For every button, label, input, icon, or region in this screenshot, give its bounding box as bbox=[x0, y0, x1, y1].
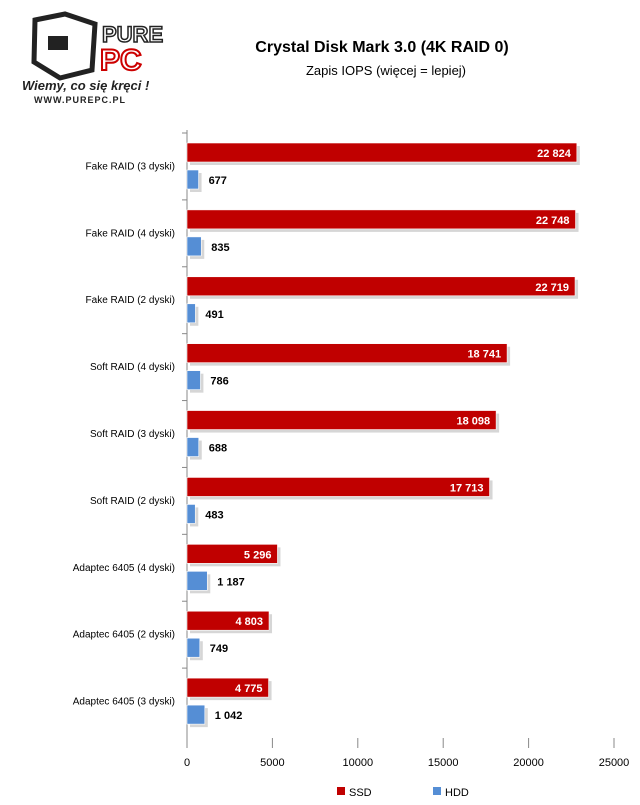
data-label-ssd: 22 824 bbox=[537, 148, 572, 160]
legend-swatch-ssd bbox=[337, 787, 345, 795]
x-tick-label: 10000 bbox=[343, 757, 374, 769]
category-label: Fake RAID (2 dyski) bbox=[86, 295, 175, 306]
chart-subtitle: Zapis IOPS (więcej = lepiej) bbox=[306, 63, 466, 78]
legend-label-ssd: SSD bbox=[349, 787, 372, 799]
category-label: Adaptec 6405 (2 dyski) bbox=[73, 630, 175, 641]
x-tick-label: 20000 bbox=[513, 757, 544, 769]
bar-hdd bbox=[186, 303, 196, 324]
data-label-ssd: 22 748 bbox=[536, 215, 570, 227]
data-label-ssd: 22 719 bbox=[535, 282, 569, 294]
logo-graphic: PURE PC Wiemy, co się kręci ! WWW.PUREPC… bbox=[22, 11, 164, 105]
legend-label-hdd: HDD bbox=[445, 787, 469, 799]
x-tick-label: 0 bbox=[184, 757, 190, 769]
x-tick-label: 25000 bbox=[599, 757, 630, 769]
data-label-hdd: 677 bbox=[209, 175, 227, 187]
x-tick-label: 15000 bbox=[428, 757, 459, 769]
bar-hdd bbox=[186, 370, 201, 390]
bar-ssd bbox=[186, 209, 576, 230]
bar-hdd bbox=[186, 504, 196, 524]
bar-ssd bbox=[186, 142, 578, 163]
svg-text:PURE: PURE bbox=[102, 22, 163, 47]
data-label-hdd: 786 bbox=[210, 376, 228, 388]
category-label: Soft RAID (2 dyski) bbox=[90, 496, 175, 507]
bar-ssd bbox=[186, 276, 576, 297]
category-label: Fake RAID (4 dyski) bbox=[86, 228, 175, 239]
bar-hdd bbox=[186, 437, 200, 457]
data-label-hdd: 835 bbox=[211, 242, 229, 254]
purepc-logo: PURE PC Wiemy, co się kręci ! WWW.PUREPC… bbox=[20, 10, 180, 105]
chart-title: Crystal Disk Mark 3.0 (4K RAID 0) bbox=[255, 39, 508, 56]
bar-ssd bbox=[186, 477, 490, 497]
svg-text:PC: PC bbox=[100, 44, 142, 77]
bar-ssd bbox=[186, 610, 270, 631]
data-label-ssd: 18 741 bbox=[467, 349, 501, 361]
data-label-hdd: 1 042 bbox=[215, 710, 243, 722]
category-label: Adaptec 6405 (3 dyski) bbox=[73, 697, 175, 708]
bar-ssd bbox=[186, 544, 278, 564]
data-label-ssd: 4 775 bbox=[235, 683, 263, 695]
category-label: Soft RAID (4 dyski) bbox=[90, 362, 175, 373]
data-label-hdd: 1 187 bbox=[217, 576, 245, 588]
svg-text:Wiemy, co się kręci !: Wiemy, co się kręci ! bbox=[22, 78, 150, 93]
category-label: Soft RAID (3 dyski) bbox=[90, 429, 175, 440]
data-label-hdd: 483 bbox=[205, 509, 223, 521]
data-label-hdd: 688 bbox=[209, 443, 227, 455]
bar-hdd bbox=[186, 169, 199, 190]
bar-hdd bbox=[186, 704, 206, 725]
data-label-ssd: 5 296 bbox=[244, 549, 272, 561]
bar-hdd bbox=[186, 571, 208, 591]
bar-hdd bbox=[186, 236, 202, 257]
data-label-hdd: 749 bbox=[210, 643, 228, 655]
bar-ssd bbox=[186, 410, 497, 430]
data-label-ssd: 17 713 bbox=[450, 482, 484, 494]
legend-swatch-hdd bbox=[433, 787, 441, 795]
x-tick-label: 5000 bbox=[260, 757, 284, 769]
svg-text:WWW.PUREPC.PL: WWW.PUREPC.PL bbox=[34, 95, 126, 105]
data-label-hdd: 491 bbox=[205, 309, 223, 321]
bar-ssd bbox=[186, 677, 269, 698]
bar-hdd bbox=[186, 637, 201, 658]
data-label-ssd: 4 803 bbox=[236, 616, 264, 628]
bar-ssd bbox=[186, 343, 508, 363]
data-label-ssd: 18 098 bbox=[456, 416, 490, 428]
category-label: Adaptec 6405 (4 dyski) bbox=[73, 563, 175, 574]
category-label: Fake RAID (3 dyski) bbox=[86, 161, 175, 172]
